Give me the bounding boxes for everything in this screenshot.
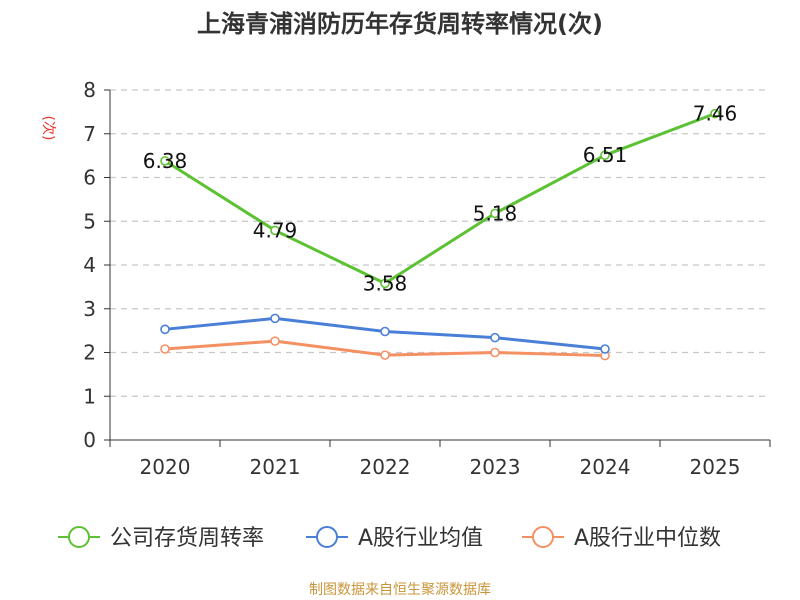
data-label: 4.79	[253, 218, 298, 242]
legend-label: 公司存货周转率	[110, 526, 264, 551]
y-tick-label: 4	[83, 253, 96, 277]
legend-item[interactable]: A股行业均值	[306, 526, 483, 551]
x-tick-label: 2020	[140, 455, 191, 479]
y-tick-label: 1	[83, 384, 96, 408]
legend-item[interactable]: A股行业中位数	[522, 526, 721, 551]
data-point[interactable]	[490, 347, 500, 358]
x-tick-label: 2022	[360, 455, 411, 479]
data-point[interactable]	[270, 225, 280, 236]
data-label: 7.46	[693, 102, 738, 126]
data-point[interactable]	[600, 344, 610, 354]
legend-marker	[68, 526, 90, 548]
x-tick-label: 2025	[690, 455, 741, 479]
legend-marker	[316, 526, 338, 548]
axes: 0 1 2 3 4 5 6 7 8 2020 2021 2022 2023 2024 2025	[83, 78, 771, 479]
data-point[interactable]	[160, 156, 170, 166]
data-label: 6.38	[143, 149, 188, 173]
data-point[interactable]	[490, 332, 500, 343]
legend-label: A股行业中位数	[574, 526, 721, 551]
data-point[interactable]	[270, 336, 280, 346]
chart-title: 上海青浦消防历年存货周转率情况(次)	[197, 10, 603, 38]
data-point[interactable]	[270, 313, 280, 324]
legend[interactable]: 公司存货周转率 A股行业均值 A股行业中位数	[58, 526, 721, 551]
y-tick-label: 7	[83, 122, 96, 146]
data-point[interactable]	[160, 344, 170, 354]
legend-marker	[532, 526, 554, 548]
grid	[110, 89, 770, 397]
data-label: 3.58	[363, 271, 408, 295]
data-label: 6.51	[583, 143, 628, 167]
x-tick-label: 2024	[580, 455, 631, 479]
data-point[interactable]	[380, 326, 390, 337]
y-tick-label: 0	[83, 428, 96, 452]
y-tick-label: 6	[83, 166, 96, 190]
data-label: 5.18	[473, 201, 518, 225]
series-layer	[160, 108, 720, 361]
x-tick-label: 2023	[470, 455, 521, 479]
series-line	[163, 112, 717, 285]
data-point[interactable]	[600, 150, 610, 160]
legend-label: A股行业均值	[358, 526, 483, 551]
data-point[interactable]	[710, 108, 720, 119]
y-axis-label: (次)	[40, 116, 56, 141]
source-note: 制图数据来自恒生聚源数据库	[309, 582, 491, 598]
y-tick-label: 2	[83, 341, 96, 365]
data-point[interactable]	[490, 208, 500, 219]
data-point[interactable]	[380, 350, 390, 360]
y-tick-label: 5	[83, 209, 96, 233]
x-tick-label: 2021	[250, 455, 301, 479]
data-point[interactable]	[380, 278, 390, 289]
data-labels: 6.38 4.79 3.58 5.18 6.51 7.46	[143, 102, 738, 296]
y-tick-label: 8	[83, 78, 96, 102]
legend-item[interactable]: 公司存货周转率	[58, 526, 264, 551]
y-tick-label: 3	[83, 297, 96, 321]
data-point[interactable]	[160, 324, 170, 335]
